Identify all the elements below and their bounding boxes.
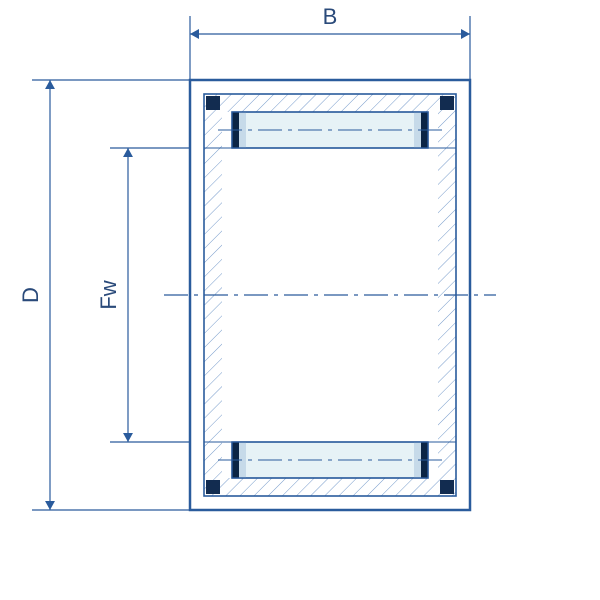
svg-text:Fw: Fw xyxy=(96,280,121,309)
svg-text:B: B xyxy=(323,4,338,29)
svg-text:D: D xyxy=(18,287,43,303)
